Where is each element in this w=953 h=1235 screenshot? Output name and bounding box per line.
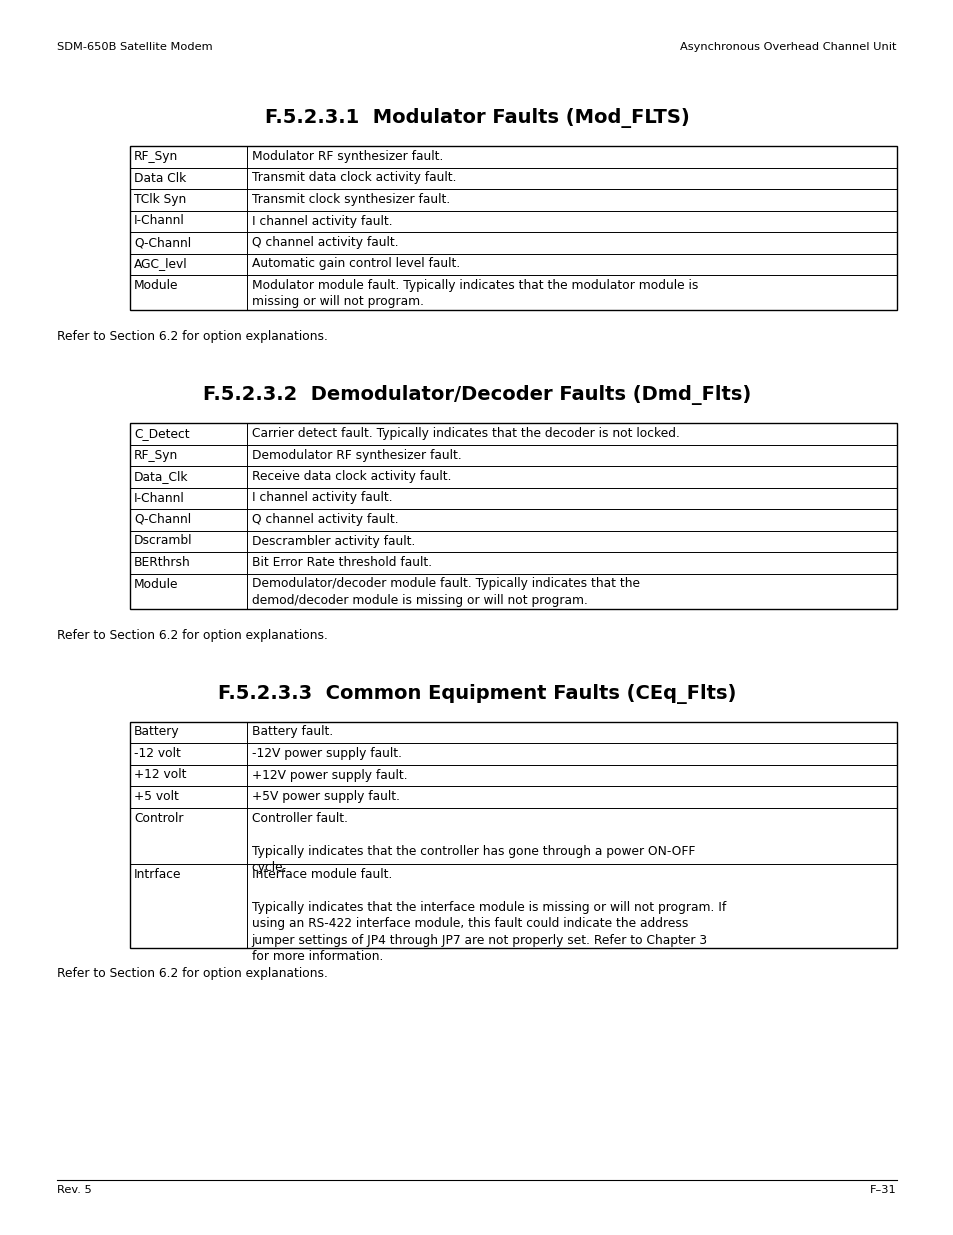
Text: RF_Syn: RF_Syn	[133, 448, 178, 462]
Text: Data_Clk: Data_Clk	[133, 471, 189, 483]
Text: Modulator RF synthesizer fault.: Modulator RF synthesizer fault.	[252, 149, 442, 163]
Text: F.5.2.3.1  Modulator Faults (Mod_FLTS): F.5.2.3.1 Modulator Faults (Mod_FLTS)	[264, 107, 689, 128]
Text: Demodulator RF synthesizer fault.: Demodulator RF synthesizer fault.	[252, 448, 461, 462]
Text: Module: Module	[133, 578, 178, 590]
Text: Q channel activity fault.: Q channel activity fault.	[252, 513, 397, 526]
Text: Q-Channl: Q-Channl	[133, 236, 191, 249]
Text: BERthrsh: BERthrsh	[133, 556, 191, 569]
Bar	[130, 424, 896, 609]
Text: Q-Channl: Q-Channl	[133, 513, 191, 526]
Text: Interface module fault.

Typically indicates that the interface module is missin: Interface module fault. Typically indica…	[252, 868, 725, 963]
Text: Q channel activity fault.: Q channel activity fault.	[252, 236, 397, 249]
Text: +12V power supply fault.: +12V power supply fault.	[252, 768, 407, 782]
Text: SDM-650B Satellite Modem: SDM-650B Satellite Modem	[57, 42, 213, 52]
Bar	[130, 721, 896, 947]
Text: Refer to Section 6.2 for option explanations.: Refer to Section 6.2 for option explanat…	[57, 330, 328, 343]
Text: Modulator module fault. Typically indicates that the modulator module is
missing: Modulator module fault. Typically indica…	[252, 279, 698, 309]
Text: Asynchronous Overhead Channel Unit: Asynchronous Overhead Channel Unit	[679, 42, 896, 52]
Text: Refer to Section 6.2 for option explanations.: Refer to Section 6.2 for option explanat…	[57, 629, 328, 641]
Text: AGC_levl: AGC_levl	[133, 258, 188, 270]
Text: -12 volt: -12 volt	[133, 747, 181, 760]
Text: TClk Syn: TClk Syn	[133, 193, 186, 206]
Text: I channel activity fault.: I channel activity fault.	[252, 215, 392, 227]
Text: Battery fault.: Battery fault.	[252, 725, 333, 739]
Text: I-Channl: I-Channl	[133, 215, 185, 227]
Text: Module: Module	[133, 279, 178, 291]
Bar	[130, 146, 896, 310]
Text: Receive data clock activity fault.: Receive data clock activity fault.	[252, 471, 451, 483]
Text: +12 volt: +12 volt	[133, 768, 186, 782]
Text: F.5.2.3.2  Demodulator/Decoder Faults (Dmd_Flts): F.5.2.3.2 Demodulator/Decoder Faults (Dm…	[203, 385, 750, 405]
Text: Controlr: Controlr	[133, 811, 183, 825]
Text: Data Clk: Data Clk	[133, 172, 186, 184]
Text: I channel activity fault.: I channel activity fault.	[252, 492, 392, 505]
Text: Dscrambl: Dscrambl	[133, 535, 193, 547]
Text: Descrambler activity fault.: Descrambler activity fault.	[252, 535, 415, 547]
Text: -12V power supply fault.: -12V power supply fault.	[252, 747, 401, 760]
Text: Transmit data clock activity fault.: Transmit data clock activity fault.	[252, 172, 456, 184]
Text: F–31: F–31	[869, 1186, 896, 1195]
Text: +5 volt: +5 volt	[133, 790, 178, 803]
Text: Intrface: Intrface	[133, 868, 181, 881]
Text: Rev. 5: Rev. 5	[57, 1186, 91, 1195]
Text: F.5.2.3.3  Common Equipment Faults (CEq_Flts): F.5.2.3.3 Common Equipment Faults (CEq_F…	[217, 683, 736, 704]
Text: Controller fault.

Typically indicates that the controller has gone through a po: Controller fault. Typically indicates th…	[252, 811, 694, 874]
Text: Transmit clock synthesizer fault.: Transmit clock synthesizer fault.	[252, 193, 450, 206]
Text: Carrier detect fault. Typically indicates that the decoder is not locked.: Carrier detect fault. Typically indicate…	[252, 427, 679, 440]
Text: Refer to Section 6.2 for option explanations.: Refer to Section 6.2 for option explanat…	[57, 967, 328, 981]
Text: Bit Error Rate threshold fault.: Bit Error Rate threshold fault.	[252, 556, 432, 569]
Text: Demodulator/decoder module fault. Typically indicates that the
demod/decoder mod: Demodulator/decoder module fault. Typica…	[252, 578, 639, 606]
Text: C_Detect: C_Detect	[133, 427, 190, 440]
Text: RF_Syn: RF_Syn	[133, 149, 178, 163]
Text: Battery: Battery	[133, 725, 179, 739]
Text: Automatic gain control level fault.: Automatic gain control level fault.	[252, 258, 459, 270]
Text: I-Channl: I-Channl	[133, 492, 185, 505]
Text: +5V power supply fault.: +5V power supply fault.	[252, 790, 399, 803]
